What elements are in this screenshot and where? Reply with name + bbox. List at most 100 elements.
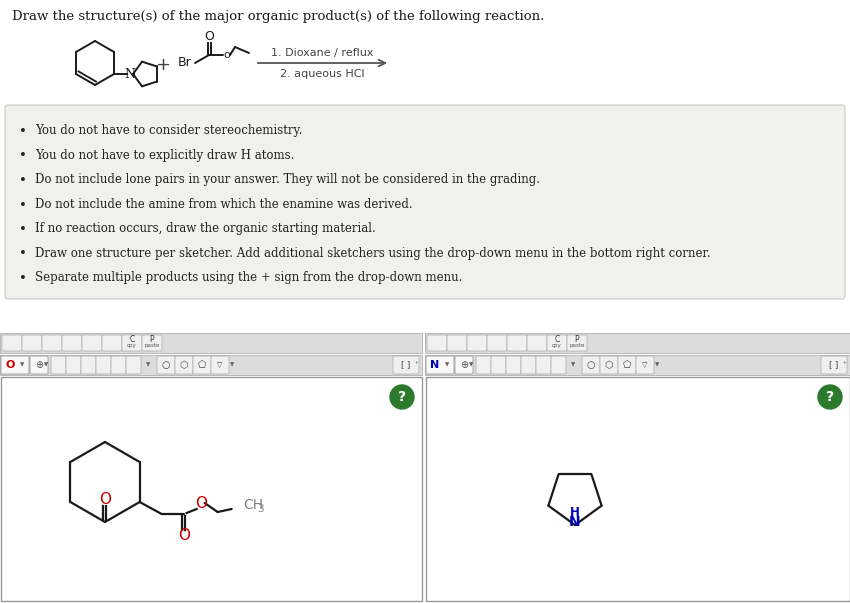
Bar [0, 355, 422, 375]
FancyBboxPatch shape [122, 335, 142, 351]
Text: You do not have to explicitly draw H atoms.: You do not have to explicitly draw H ato… [35, 148, 294, 162]
FancyBboxPatch shape [506, 356, 521, 374]
Text: [ ]: [ ] [401, 361, 411, 370]
Text: Do not include lone pairs in your answer. They will not be considered in the gra: Do not include lone pairs in your answer… [35, 173, 540, 186]
Text: ▼: ▼ [571, 362, 575, 367]
Text: ▽: ▽ [643, 362, 648, 368]
FancyBboxPatch shape [618, 356, 636, 374]
FancyBboxPatch shape [476, 356, 491, 374]
FancyBboxPatch shape [551, 356, 566, 374]
Text: O: O [195, 496, 207, 511]
Text: +: + [156, 56, 171, 74]
Text: ?: ? [826, 390, 834, 404]
Text: •: • [19, 223, 27, 236]
FancyBboxPatch shape [96, 356, 111, 374]
Text: ○: ○ [586, 360, 595, 370]
FancyBboxPatch shape [547, 335, 567, 351]
Text: paste: paste [144, 344, 160, 349]
Text: ⊕: ⊕ [35, 360, 43, 370]
Bar [425, 333, 850, 353]
FancyBboxPatch shape [427, 335, 447, 351]
Bar [1, 377, 422, 601]
Text: N: N [570, 515, 581, 529]
Text: cpy: cpy [128, 344, 137, 349]
Text: CH: CH [244, 498, 264, 512]
Text: •: • [19, 247, 27, 260]
Bar [425, 355, 850, 375]
Text: ⊕: ⊕ [460, 360, 468, 370]
Text: O: O [5, 360, 14, 370]
FancyBboxPatch shape [600, 356, 618, 374]
FancyBboxPatch shape [126, 356, 141, 374]
FancyBboxPatch shape [447, 335, 467, 351]
FancyBboxPatch shape [66, 356, 81, 374]
Text: 1. Dioxane / reflux: 1. Dioxane / reflux [271, 48, 374, 58]
FancyBboxPatch shape [102, 335, 122, 351]
FancyBboxPatch shape [82, 335, 102, 351]
Text: Br: Br [178, 57, 192, 69]
Text: O: O [178, 528, 190, 543]
Text: C: C [554, 335, 559, 344]
Text: Separate multiple products using the + sign from the drop-down menu.: Separate multiple products using the + s… [35, 271, 462, 284]
Text: •: • [19, 125, 27, 138]
FancyBboxPatch shape [491, 356, 506, 374]
Text: ⁺: ⁺ [414, 362, 418, 368]
Text: ▽: ▽ [218, 362, 223, 368]
FancyBboxPatch shape [2, 335, 22, 351]
Text: 3: 3 [258, 504, 264, 514]
FancyBboxPatch shape [507, 335, 527, 351]
Text: •: • [19, 174, 27, 187]
Text: ⬠: ⬠ [623, 360, 632, 370]
Text: •: • [19, 150, 27, 162]
FancyBboxPatch shape [62, 335, 82, 351]
Text: Draw the structure(s) of the major organic product(s) of the following reaction.: Draw the structure(s) of the major organ… [12, 10, 544, 23]
FancyBboxPatch shape [51, 356, 66, 374]
Text: ▼: ▼ [20, 362, 24, 367]
Text: ?: ? [398, 390, 406, 404]
FancyBboxPatch shape [142, 335, 162, 351]
Text: C: C [129, 335, 134, 344]
FancyBboxPatch shape [455, 356, 473, 374]
Text: cpy: cpy [552, 344, 562, 349]
Text: ▼: ▼ [445, 362, 449, 367]
Text: •: • [19, 198, 27, 212]
Text: [ ]: [ ] [830, 361, 839, 370]
Text: ⁺: ⁺ [842, 362, 846, 368]
FancyBboxPatch shape [487, 335, 507, 351]
Circle shape [390, 385, 414, 409]
Text: ⬡: ⬡ [604, 360, 613, 370]
FancyBboxPatch shape [582, 356, 600, 374]
FancyBboxPatch shape [157, 356, 175, 374]
Bar [426, 377, 850, 601]
FancyBboxPatch shape [1, 356, 29, 374]
FancyBboxPatch shape [30, 356, 48, 374]
FancyBboxPatch shape [536, 356, 551, 374]
Text: ⬡: ⬡ [179, 360, 188, 370]
Text: 2. aqueous HCl: 2. aqueous HCl [280, 69, 365, 79]
FancyBboxPatch shape [521, 356, 536, 374]
FancyBboxPatch shape [467, 335, 487, 351]
Text: ▼: ▼ [654, 362, 659, 367]
FancyBboxPatch shape [567, 335, 587, 351]
Text: o: o [224, 50, 230, 60]
FancyBboxPatch shape [175, 356, 193, 374]
Text: If no reaction occurs, draw the organic starting material.: If no reaction occurs, draw the organic … [35, 222, 376, 235]
FancyBboxPatch shape [527, 335, 547, 351]
Text: ▼: ▼ [146, 362, 150, 367]
Text: You do not have to consider stereochemistry.: You do not have to consider stereochemis… [35, 124, 303, 137]
Text: N: N [430, 360, 439, 370]
FancyBboxPatch shape [5, 105, 845, 299]
FancyBboxPatch shape [821, 356, 847, 374]
FancyBboxPatch shape [42, 335, 62, 351]
Text: P: P [575, 335, 580, 344]
Circle shape [818, 385, 842, 409]
FancyBboxPatch shape [22, 335, 42, 351]
FancyBboxPatch shape [111, 356, 126, 374]
FancyBboxPatch shape [193, 356, 211, 374]
FancyBboxPatch shape [211, 356, 229, 374]
Text: P: P [150, 335, 155, 344]
Text: H: H [570, 505, 580, 519]
Text: Draw one structure per sketcher. Add additional sketchers using the drop-down me: Draw one structure per sketcher. Add add… [35, 247, 711, 259]
Text: N: N [125, 69, 135, 81]
FancyBboxPatch shape [426, 356, 454, 374]
